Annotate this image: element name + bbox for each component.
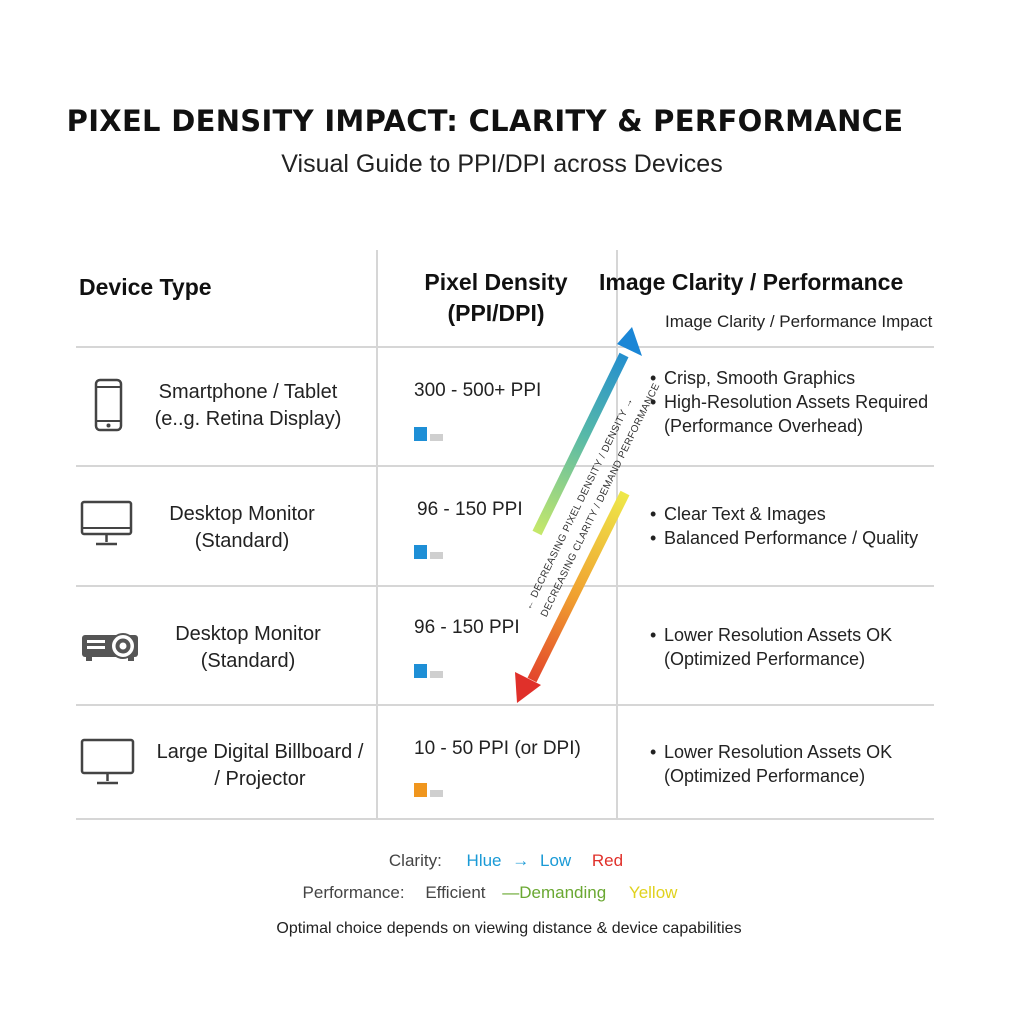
clarity-legend: Clarity: Hlue → Low Red <box>0 851 1018 871</box>
density-level-bar <box>414 427 444 441</box>
projector-icon <box>82 633 138 661</box>
density-value: 300 - 500+ PPI <box>414 380 542 401</box>
header-device-type: Device Type <box>79 274 212 300</box>
performance-efficient-label: Efficient <box>425 883 486 902</box>
clarity-low-label: Low <box>539 851 572 870</box>
clarity-note: Lower Resolution Assets OK <box>650 623 892 647</box>
clarity-note: High-Resolution Assets Required <box>650 390 928 414</box>
row-divider <box>76 818 934 820</box>
row-divider <box>76 704 934 706</box>
column-divider <box>376 250 378 820</box>
density-level-fill <box>414 427 427 441</box>
device-name: Smartphone / Tablet (e..g. Retina Display… <box>154 381 342 430</box>
density-level-fill <box>414 664 427 678</box>
clarity-note: (Performance Overhead) <box>664 416 864 436</box>
density-level-fill <box>414 783 427 797</box>
clarity-note: Clear Text & Images <box>650 502 918 526</box>
footnote: Optimal choice depends on viewing distan… <box>276 920 742 937</box>
header-clarity-performance: Image Clarity / Performance <box>599 269 904 295</box>
row-divider <box>76 465 934 467</box>
billboard-monitor-icon <box>80 738 135 785</box>
performance-legend: Performance: Efficient —Demanding Yellow <box>0 883 1002 903</box>
clarity-notes: Clear Text & ImagesBalanced Performance … <box>650 502 918 550</box>
density-value: 96 - 150 PPI <box>417 499 523 520</box>
clarity-notes: Crisp, Smooth GraphicsHigh-Resolution As… <box>650 366 928 438</box>
clarity-legend-label: Clarity: <box>388 851 442 870</box>
page-title: PIXEL DENSITY IMPACT: CLARITY & PERFORMA… <box>66 104 904 138</box>
column-divider <box>616 250 618 820</box>
clarity-notes: Lower Resolution Assets OK(Optimized Per… <box>650 623 892 671</box>
header-pixel-density: Pixel Density <box>424 269 568 295</box>
clarity-notes: Lower Resolution Assets OK(Optimized Per… <box>650 740 892 788</box>
density-level-fill <box>414 545 427 559</box>
increasing-arrow <box>532 327 642 536</box>
device-name: Desktop Monitor (Standard) <box>175 623 321 672</box>
density-value: 96 - 150 PPI <box>414 617 520 638</box>
device-name: Large Digital Billboard / / Projector <box>156 741 364 790</box>
device-name: Desktop Monitor (Standard) <box>169 503 315 552</box>
decreasing-arrow <box>515 490 630 703</box>
header-clarity-subtitle: Image Clarity / Performance Impact <box>665 312 933 331</box>
clarity-note: Lower Resolution Assets OK <box>650 740 892 764</box>
clarity-note: (Optimized Performance) <box>664 766 866 786</box>
clarity-note: Balanced Performance / Quality <box>650 526 918 550</box>
smartphone-icon <box>94 378 123 432</box>
row-divider <box>76 346 934 348</box>
density-level-bar <box>414 783 444 797</box>
density-level-bar <box>414 545 444 559</box>
density-level-bar <box>414 664 444 678</box>
page-subtitle: Visual Guide to PPI/DPI across Devices <box>281 150 723 178</box>
clarity-red-label: Red <box>591 851 624 870</box>
clarity-note: (Optimized Performance) <box>664 649 866 669</box>
clarity-note: Crisp, Smooth Graphics <box>650 366 928 390</box>
performance-demanding-label: —Demanding <box>502 883 607 902</box>
clarity-high-label: Hlue <box>466 851 502 870</box>
desktop-monitor-icon <box>80 500 133 546</box>
clarity-arrow: → <box>512 851 530 870</box>
density-value: 10 - 50 PPI (or DPI) <box>414 738 581 759</box>
performance-yellow-label: Yellow <box>628 883 678 902</box>
performance-legend-label: Performance: <box>302 883 405 902</box>
row-divider <box>76 585 934 587</box>
header-pixel-density-unit: (PPI/DPI) <box>447 300 545 326</box>
